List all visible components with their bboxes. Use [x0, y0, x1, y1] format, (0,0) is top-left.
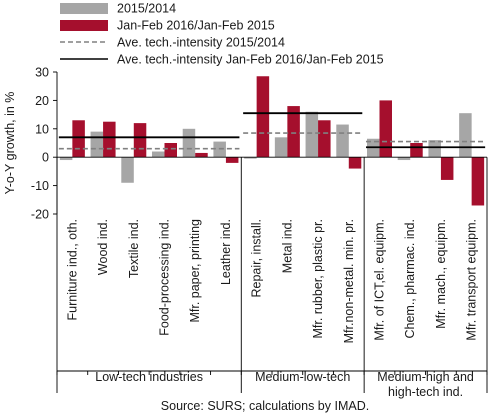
bar	[318, 120, 331, 158]
y-axis: -20 -10 0 10 20 30	[31, 66, 58, 222]
bar	[274, 137, 288, 158]
y-tick-label: 0	[42, 151, 49, 165]
legend-label: Jan-Feb 2016/Jan-Feb 2015	[117, 19, 275, 33]
bar	[72, 120, 85, 158]
bar	[225, 157, 239, 163]
bar	[397, 157, 411, 161]
y-tick-label: -10	[31, 179, 49, 193]
bar	[244, 157, 257, 159]
bar	[59, 157, 73, 161]
category-label: Mfr. mach., equipm.	[434, 219, 448, 329]
category-label: Chem., pharmac. ind.	[403, 219, 417, 339]
bar	[379, 100, 392, 158]
bar	[103, 121, 116, 158]
y-tick-label: 10	[35, 122, 49, 136]
group-labels: Low-tech industries Medium-low-tech Medium…	[95, 370, 474, 399]
y-axis-title: Y-o-Y growth, in %	[3, 92, 17, 195]
legend-label: 2015/2014	[117, 2, 176, 16]
bar	[182, 128, 196, 158]
category-label: Mfr. of ICT,el. equipm.	[373, 219, 387, 341]
y-tick-label: 30	[35, 66, 49, 80]
group-label: Medium-high and	[377, 370, 474, 384]
bar	[256, 76, 270, 158]
category-label: Mfr.non-metal. min. pr.	[342, 219, 356, 343]
bar	[410, 143, 423, 158]
bar	[121, 157, 134, 183]
bar	[459, 113, 472, 158]
y-tick-label: -20	[31, 208, 49, 222]
bar	[164, 143, 177, 158]
legend-label: Ave. tech.-intensity 2015/2014	[117, 36, 285, 50]
bar	[133, 123, 147, 158]
group-label: Medium-low-tech	[255, 370, 350, 384]
category-labels: Furniture ind., oth. Wood ind. Textile ind…	[65, 219, 478, 343]
y-tick-label: 20	[35, 94, 49, 108]
group-label: Low-tech industries	[95, 370, 203, 384]
bar	[428, 140, 441, 158]
average-lines	[58, 112, 486, 150]
source-note: Source: SURS; calculations by IMAD.	[161, 399, 369, 413]
category-label: Mfr. transport equipm.	[465, 219, 479, 341]
bar	[440, 157, 454, 180]
bar	[471, 157, 485, 206]
bar	[195, 152, 208, 158]
x-axis	[56, 157, 488, 393]
bar	[287, 106, 300, 158]
category-label: Mfr. rubber, plastic pr.	[311, 219, 325, 339]
category-label: Food-processing ind.	[158, 219, 172, 336]
category-label: Textile ind.	[127, 219, 141, 278]
category-label: Repair, install.	[250, 219, 264, 298]
category-label: Furniture ind., oth.	[65, 219, 79, 320]
category-label: Metal ind.	[280, 219, 294, 273]
bar	[305, 111, 319, 158]
legend-swatch	[60, 20, 108, 31]
category-label: Leather ind.	[219, 219, 233, 285]
legend-label: Ave. tech.-intensity Jan-Feb 2016/Jan-Fe…	[117, 53, 384, 67]
bar	[152, 151, 165, 158]
bar	[336, 124, 349, 158]
bar	[348, 157, 362, 169]
category-label: Wood ind.	[96, 219, 110, 275]
legend: 2015/2014 Jan-Feb 2016/Jan-Feb 2015 Ave. t…	[60, 2, 384, 67]
bar	[90, 131, 104, 158]
group-label: high-tech ind.	[388, 385, 463, 399]
category-label: Mfr. paper, printing	[188, 219, 202, 323]
legend-swatch	[60, 3, 108, 14]
